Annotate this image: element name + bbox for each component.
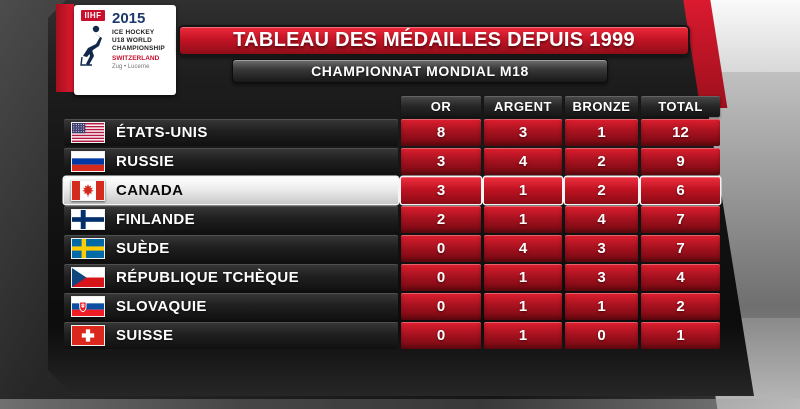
medal-value: 1 — [484, 293, 562, 320]
medal-value: 0 — [401, 235, 481, 262]
country-cell: SUÈDE — [64, 235, 398, 262]
logo-line1: ICE HOCKEY — [112, 29, 155, 36]
table-row-czech: RÉPUBLIQUE TCHÈQUE 0 1 3 4 — [64, 264, 720, 291]
page-title: TABLEAU DES MÉDAILLES DEPUIS 1999 — [233, 29, 635, 51]
medal-value: 9 — [641, 148, 720, 175]
medal-value: 6 — [641, 177, 720, 204]
country-cell: CANADA — [64, 177, 398, 204]
iihf-logo: IIHF — [81, 10, 105, 21]
logo-year: 2015 — [112, 10, 146, 27]
table-row-usa: ÉTATS-UNIS 8 3 1 12 — [64, 119, 720, 146]
medal-value: 3 — [565, 264, 638, 291]
slovakia-flag-icon — [71, 296, 105, 317]
country-cell: SUISSE — [64, 322, 398, 349]
medal-value: 0 — [401, 264, 481, 291]
column-header-bronze: BRONZE — [565, 96, 638, 117]
bottom-edge-highlight — [0, 399, 800, 409]
logo-line3: CHAMPIONSHIP — [112, 44, 165, 52]
medal-value: 7 — [641, 206, 720, 233]
table-row-switzerland: SUISSE 0 1 0 1 — [64, 322, 720, 349]
medal-value: 1 — [484, 206, 562, 233]
country-name: RUSSIE — [116, 153, 175, 170]
country-name: SUISSE — [116, 327, 174, 344]
table-header-row: OR ARGENT BRONZE TOTAL — [64, 96, 720, 117]
table-row-russia: RUSSIE 3 4 2 9 — [64, 148, 720, 175]
switzerland-flag-icon — [71, 325, 105, 346]
medal-value: 7 — [641, 235, 720, 262]
medal-value: 1 — [565, 293, 638, 320]
medal-value: 4 — [484, 148, 562, 175]
background-corner-highlight — [709, 0, 800, 72]
medal-table-body: ÉTATS-UNIS 8 3 1 12 RUSSIE 3 4 2 9 CANADA 3 1 2 6 FINLA… — [64, 119, 720, 349]
canada-flag-icon — [71, 180, 105, 201]
medal-value: 3 — [565, 235, 638, 262]
country-cell: RÉPUBLIQUE TCHÈQUE — [64, 264, 398, 291]
medal-value: 3 — [401, 177, 481, 204]
medal-table: OR ARGENT BRONZE TOTAL ÉTATS-UNIS 8 3 1 12 RU… — [64, 96, 720, 351]
table-row-slovakia: SLOVAQUIE 0 1 1 2 — [64, 293, 720, 320]
usa-flag-icon — [71, 122, 105, 143]
logo-host-country: SWITZERLAND — [112, 55, 160, 63]
table-row-finland: FINLANDE 2 1 4 7 — [64, 206, 720, 233]
medal-value: 0 — [565, 322, 638, 349]
medal-value: 2 — [401, 206, 481, 233]
medal-value: 1 — [484, 264, 562, 291]
country-name: SLOVAQUIE — [116, 298, 207, 315]
medal-value: 2 — [565, 148, 638, 175]
medal-value: 12 — [641, 119, 720, 146]
column-header-gold: OR — [401, 96, 481, 117]
medal-value: 8 — [401, 119, 481, 146]
logo-left-column: IIHF — [78, 10, 108, 90]
red-accent-left — [56, 4, 74, 92]
table-row-canada: CANADA 3 1 2 6 — [64, 177, 720, 204]
column-header-silver: ARGENT — [484, 96, 562, 117]
page-subtitle: CHAMPIONNAT MONDIAL M18 — [311, 63, 529, 79]
medal-value: 3 — [484, 119, 562, 146]
medal-value: 1 — [484, 177, 562, 204]
medal-value: 4 — [484, 235, 562, 262]
medal-value: 0 — [401, 293, 481, 320]
czech-flag-icon — [71, 267, 105, 288]
logo-line2: U18 WORLD — [112, 36, 153, 44]
header-spacer — [64, 96, 398, 117]
medal-value: 1 — [565, 119, 638, 146]
title-bar: TABLEAU DES MÉDAILLES DEPUIS 1999 — [178, 25, 690, 56]
tournament-logo: IIHF 2015 ICE HOCKEY U18 WORLD CHAMPIONS… — [74, 5, 176, 95]
medal-value: 1 — [484, 322, 562, 349]
table-row-sweden: SUÈDE 0 4 3 7 — [64, 235, 720, 262]
logo-host-cities: Zug • Lucerne — [112, 64, 150, 71]
country-cell: SLOVAQUIE — [64, 293, 398, 320]
logo-text-column: 2015 ICE HOCKEY U18 WORLD CHAMPIONSHIP S… — [111, 10, 172, 90]
country-cell: RUSSIE — [64, 148, 398, 175]
hockey-player-icon — [80, 24, 106, 73]
medal-value: 1 — [641, 322, 720, 349]
country-name: SUÈDE — [116, 240, 170, 257]
russia-flag-icon — [71, 151, 105, 172]
country-cell: FINLANDE — [64, 206, 398, 233]
medal-value: 4 — [641, 264, 720, 291]
country-name: FINLANDE — [116, 211, 196, 228]
subtitle-bar: CHAMPIONNAT MONDIAL M18 — [232, 59, 608, 83]
medal-value: 4 — [565, 206, 638, 233]
sweden-flag-icon — [71, 238, 105, 259]
medal-value: 0 — [401, 322, 481, 349]
country-name: CANADA — [116, 182, 184, 199]
medal-value: 2 — [641, 293, 720, 320]
country-name: RÉPUBLIQUE TCHÈQUE — [116, 269, 300, 286]
medal-value: 2 — [565, 177, 638, 204]
country-cell: ÉTATS-UNIS — [64, 119, 398, 146]
country-name: ÉTATS-UNIS — [116, 124, 208, 141]
column-header-total: TOTAL — [641, 96, 720, 117]
medal-value: 3 — [401, 148, 481, 175]
finland-flag-icon — [71, 209, 105, 230]
